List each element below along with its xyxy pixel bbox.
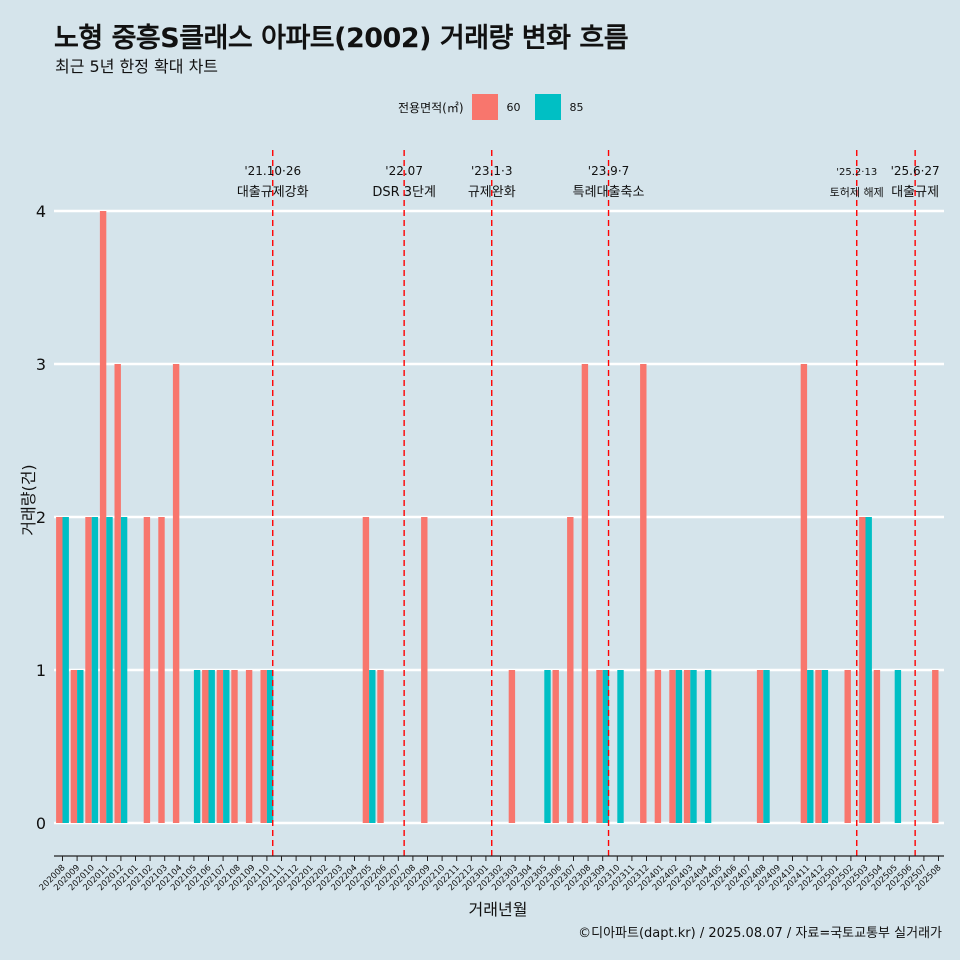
bar-85-202205 [369,670,376,823]
y-tick-label: 1 [36,661,46,680]
bar-60-202011 [99,211,107,823]
bar-85-202012 [120,517,128,823]
bar-85-202305 [544,670,551,823]
bar-85-202411 [807,670,814,823]
annotation-label: 규제완화 [468,185,516,200]
y-tick-label: 0 [36,814,46,833]
bar-60-202308 [581,364,589,823]
bar-60-202402 [669,670,676,823]
bar-85-202309 [602,670,610,823]
y-axis-title: 거래량(건) [19,464,38,535]
bar-60-202107 [216,670,224,823]
bar-60-202503 [859,517,866,823]
bar-60-202102 [143,517,151,823]
annotation-label: 특례대출축소 [573,185,645,200]
chart-title: 노형 중흥S클래스 아파트(2002) 거래량 변화 흐름 [54,23,629,54]
bar-85-202011 [106,517,113,823]
bar-85-202009 [77,670,84,823]
y-tick-label: 4 [36,202,46,221]
bar-60-202303 [508,670,516,823]
bar-85-202010 [91,517,99,823]
annotation-label: DSR 3단계 [372,185,436,200]
bar-85-202412 [821,670,829,823]
bar-60-202110 [260,670,267,823]
x-axis-title: 거래년월 [469,900,528,919]
annotation-date: '25.6·27 [891,164,940,178]
bar-60-202412 [815,670,822,823]
bar-60-202009 [70,670,78,823]
bar-60-202104 [172,364,180,823]
bar-85-202105 [193,670,201,823]
caption: ©디아파트(dapt.kr) / 2025.08.07 / 자료=국토교통부 실… [578,926,942,941]
bar-60-202209 [421,517,428,823]
bar-60-202508 [932,670,939,823]
annotation-date: '23.1·3 [471,164,512,178]
annotation-date: '25.2·13 [836,167,877,178]
bar-60-202205 [362,517,370,823]
bar-60-202502 [844,670,851,823]
bar-60-202312 [640,364,647,823]
annotation-label: 대출규제강화 [237,185,309,200]
y-tick-label: 3 [36,355,46,374]
legend-swatch-60 [471,94,498,120]
bar-85-202403 [690,670,697,823]
annotation-date: '21.10·26 [244,164,301,178]
bar-60-202307 [567,517,574,823]
bar-85-202505 [894,670,902,823]
bar-85-202310 [617,670,624,823]
bar-85-202402 [675,670,683,823]
bar-60-202109 [245,670,253,823]
legend-title: 전용면적(㎡) [398,100,464,115]
bar-85-202008 [62,517,69,823]
bar-60-202411 [800,364,808,823]
bar-60-202206 [377,670,384,823]
bar-60-202504 [873,670,881,823]
bar-60-202403 [683,670,691,823]
bar-85-202503 [865,517,872,823]
bar-85-202110 [266,670,274,823]
legend-label-60: 60 [506,100,521,114]
annotation-label: 대출규제 [891,185,939,200]
bar-60-202306 [552,670,559,823]
bar-60-202106 [202,670,209,823]
legend: 전용면적(㎡) 60 85 [398,93,598,121]
bar-85-202106 [208,670,215,823]
bar-60-202012 [114,364,121,823]
bar-85-202408 [763,670,770,823]
legend-label-85: 85 [569,100,584,114]
bar-85-202107 [223,670,230,823]
bar-60-202309 [596,670,603,823]
y-tick-label: 2 [36,508,46,527]
bar-60-202108 [231,670,238,823]
bar-60-202008 [56,517,63,823]
bar-85-202404 [704,670,712,823]
legend-swatch-85 [534,94,561,120]
annotation-date: '23.9·7 [588,164,629,178]
annotation-label: 토허제 해제 [830,185,884,199]
bar-60-202103 [158,517,165,823]
chart-subtitle: 최근 5년 한정 확대 차트 [55,57,219,76]
bar-60-202401 [654,670,662,823]
bar-60-202010 [85,517,92,823]
bar-60-202408 [756,670,764,823]
annotation-date: '22.07 [385,164,423,178]
